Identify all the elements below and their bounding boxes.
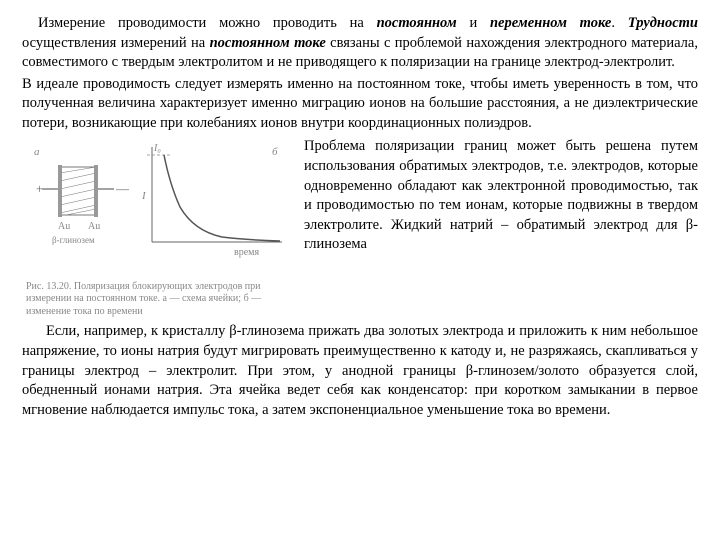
p1-bold-f: Трудности [628, 15, 698, 31]
p1-bold-h: постоянном токе [210, 35, 326, 51]
p4-text: Если, например, к кристаллу β-глинозема … [22, 323, 698, 417]
p1-text-a: Измерение проводимости можно проводить н… [38, 15, 377, 31]
label-b: б [272, 146, 278, 158]
i-axis-label: I [141, 190, 147, 202]
label-a: a [34, 146, 40, 158]
plus-sign: + [36, 181, 43, 196]
p1-text-c: и [457, 15, 490, 31]
paragraph-3: Проблема поляризации границ может быть р… [304, 137, 698, 318]
p1-text-g: осуществления измерений на [22, 35, 210, 51]
paragraph-1: Измерение проводимости можно проводить н… [22, 14, 698, 73]
p3-text: Проблема поляризации границ может быть р… [304, 138, 698, 252]
figure-diagram: + — Au Au β-глинозем a I₀ I время б [22, 137, 290, 272]
figure-caption: Рис. 13.20. Поляризация блокирующих элек… [22, 281, 290, 319]
p1-bold-d: переменном токе [490, 15, 611, 31]
p1-text-e: . [611, 15, 627, 31]
i0-label: I₀ [153, 143, 161, 154]
beta-label: β-глинозем [52, 235, 95, 245]
paragraph-2: В идеале проводимость следует измерять и… [22, 75, 698, 134]
figure-container: + — Au Au β-глинозем a I₀ I время б [22, 137, 290, 318]
time-axis-label: время [234, 247, 259, 258]
au-label-2: Au [88, 221, 100, 232]
minus-sign: — [115, 181, 130, 196]
figure-block: + — Au Au β-глинозем a I₀ I время б [22, 137, 698, 318]
cell-schematic: + — Au Au β-глинозем a [34, 146, 130, 245]
au-label-1: Au [58, 221, 70, 232]
decay-curve: I₀ I время б [141, 143, 282, 258]
p1-bold-b: постоянном [377, 15, 457, 31]
paragraph-4: Если, например, к кристаллу β-глинозема … [22, 322, 698, 420]
p2-text: В идеале проводимость следует измерять и… [22, 76, 698, 131]
